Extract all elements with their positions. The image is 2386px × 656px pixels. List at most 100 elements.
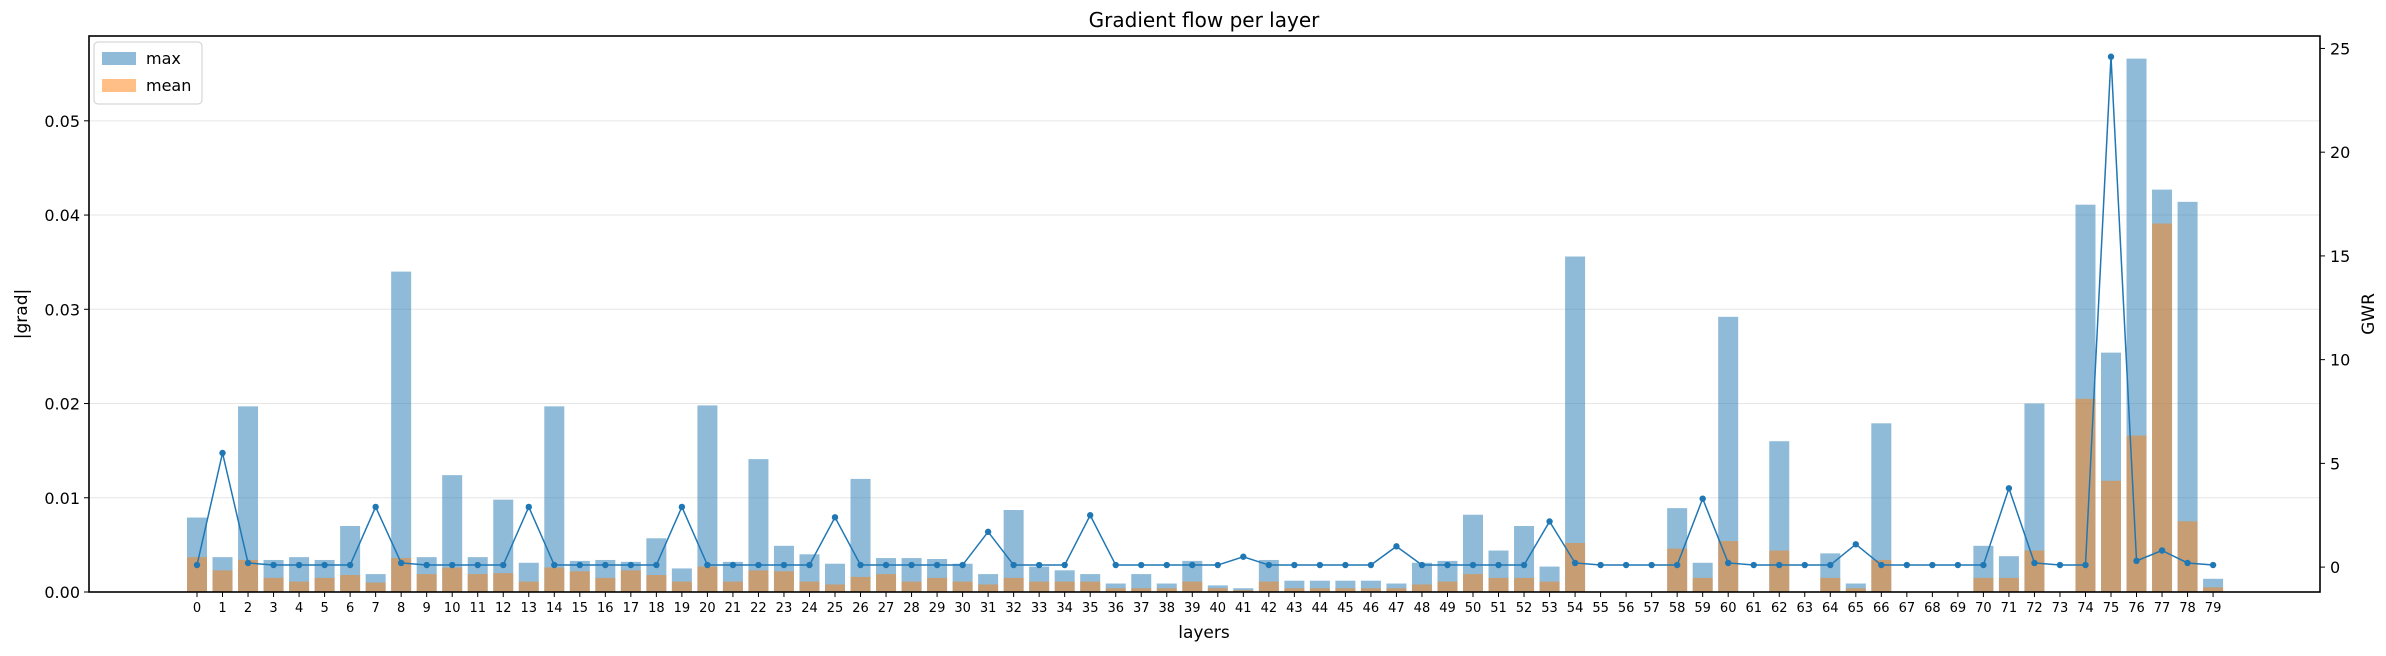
gwr-point xyxy=(1367,561,1375,569)
bar-mean xyxy=(391,558,412,592)
bar-mean xyxy=(876,574,897,592)
bar-mean xyxy=(1411,584,1432,592)
legend-swatch-max xyxy=(102,52,136,65)
bar-mean xyxy=(314,577,335,592)
bar-mean xyxy=(595,577,616,592)
gwr-point xyxy=(270,561,277,569)
bar-mean xyxy=(620,570,641,592)
x-tick-label: 61 xyxy=(1745,601,1762,616)
x-tick-label: 9 xyxy=(423,601,431,616)
gwr-point xyxy=(2209,561,2217,569)
x-tick-label: 37 xyxy=(1133,601,1150,616)
x-tick-label: 70 xyxy=(1975,601,1992,616)
x-tick-label: 23 xyxy=(776,601,793,616)
gwr-point xyxy=(2005,485,2013,492)
bar-mean xyxy=(1845,588,1866,592)
x-tick-label: 40 xyxy=(1210,601,1227,616)
x-tick-label: 22 xyxy=(750,601,767,616)
x-tick-label: 71 xyxy=(2001,601,2018,616)
gwr-point xyxy=(1827,561,1834,569)
bar-mean xyxy=(289,581,310,592)
x-tick-label: 4 xyxy=(295,601,303,616)
gwr-point xyxy=(219,449,226,457)
bar-max xyxy=(1871,423,1892,592)
gwr-point xyxy=(1801,561,1808,569)
gwr-point xyxy=(831,514,839,521)
gwr-point xyxy=(551,561,558,569)
gwr-point xyxy=(2184,559,2191,567)
gwr-point xyxy=(959,561,966,569)
x-tick-label: 16 xyxy=(597,601,614,616)
gwr-point xyxy=(1061,561,1068,569)
x-tick-label: 6 xyxy=(346,601,354,616)
x-tick-label: 47 xyxy=(1388,601,1405,616)
x-tick-label: 27 xyxy=(878,601,895,616)
gwr-line xyxy=(193,53,2217,569)
bar-mean xyxy=(365,582,386,592)
x-tick-label: 25 xyxy=(827,601,844,616)
y-tick-label-right: 15 xyxy=(2330,247,2350,266)
bar-max xyxy=(1514,526,1535,592)
gwr-point xyxy=(1546,518,1553,525)
bars-mean xyxy=(187,223,2224,592)
bar-mean xyxy=(927,577,948,592)
bar-max xyxy=(2177,201,2198,593)
gwr-point xyxy=(627,561,635,569)
x-tick-label: 69 xyxy=(1950,601,1967,616)
gwr-point xyxy=(193,561,201,569)
gwr-point xyxy=(984,528,992,536)
gwr-point xyxy=(1163,561,1170,569)
bar-mean xyxy=(1233,590,1254,592)
bar-mean xyxy=(518,581,539,592)
x-tick-label: 21 xyxy=(725,601,742,616)
x-tick-label: 39 xyxy=(1184,601,1201,616)
x-tick-label: 28 xyxy=(903,601,920,616)
x-tick-label: 10 xyxy=(444,601,461,616)
x-tick-label: 59 xyxy=(1694,601,1711,616)
bar-max xyxy=(850,478,871,592)
x-tick-label: 31 xyxy=(980,601,997,616)
bar-mean xyxy=(1820,577,1841,592)
bar-mean xyxy=(238,559,259,592)
x-tick-label: 14 xyxy=(546,601,563,616)
bar-mean xyxy=(1309,588,1330,592)
gwr-point xyxy=(372,503,379,511)
gwr-point xyxy=(525,503,532,511)
y-ticks-left: 0.00 0.01 0.02 0.03 0.04 0.05 xyxy=(44,112,89,602)
x-tick-label: 63 xyxy=(1796,601,1813,616)
bar-mean xyxy=(748,570,769,592)
gwr-point xyxy=(1112,561,1119,569)
gwr-point xyxy=(1010,561,1017,569)
gwr-point xyxy=(244,559,252,567)
x-tick-label: 1 xyxy=(218,601,226,616)
bar-max xyxy=(493,499,514,592)
x-tick-label: 43 xyxy=(1286,601,1303,616)
x-tick-label: 57 xyxy=(1643,601,1660,616)
bar-max xyxy=(1386,583,1407,592)
x-axis-label: layers xyxy=(1178,623,1230,643)
gwr-point xyxy=(1240,553,1247,560)
x-tick-label: 58 xyxy=(1669,601,1686,616)
x-tick-label: 33 xyxy=(1031,601,1048,616)
y-tick-label-left: 0.00 xyxy=(44,583,80,602)
x-tick-label: 26 xyxy=(852,601,869,616)
gwr-point xyxy=(1138,561,1145,569)
x-ticks: 0 1 2 3 4 5 6 7 8 9 10 11 12 13 14 15 16 17 18 19 20 21 22 23 24… xyxy=(193,592,2221,616)
gwr-point xyxy=(1725,559,1732,567)
gwr-point xyxy=(1469,561,1477,569)
bar-mean xyxy=(1182,581,1203,592)
bar-mean xyxy=(1284,588,1305,592)
bar-max xyxy=(2024,403,2045,592)
gwr-series-line xyxy=(196,56,2214,566)
gwr-point xyxy=(1954,561,1962,569)
bar-max xyxy=(238,406,259,592)
bar-mean xyxy=(1998,577,2019,592)
bar-mean xyxy=(493,573,514,592)
bar-mean xyxy=(646,575,667,592)
gwr-point xyxy=(653,561,660,569)
bar-max xyxy=(1718,316,1739,592)
x-tick-label: 12 xyxy=(495,601,512,616)
y-tick-label-left: 0.02 xyxy=(44,395,80,414)
gwr-point xyxy=(1265,561,1273,569)
bar-max xyxy=(1335,580,1356,592)
